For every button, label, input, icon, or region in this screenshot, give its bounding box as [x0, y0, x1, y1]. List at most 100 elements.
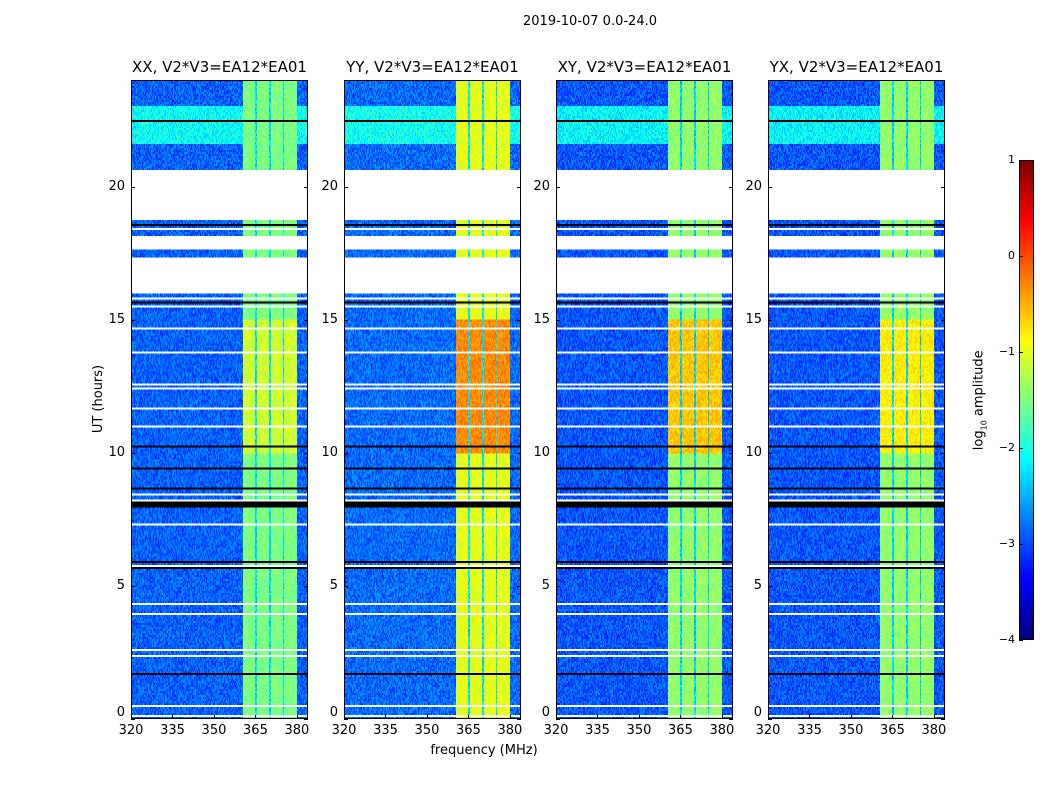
y-tick: [304, 452, 308, 454]
x-tick: [426, 715, 428, 719]
colorbar-tick-label: −3: [998, 537, 1015, 550]
x-tick: [172, 715, 174, 719]
colorbar-tick-label: −1: [998, 345, 1015, 358]
y-tick: [556, 319, 560, 321]
waterfall-heatmap: [556, 80, 733, 719]
y-tick-label: 0: [541, 705, 550, 720]
y-tick-label: 10: [745, 444, 762, 460]
y-tick: [517, 186, 521, 188]
x-tick-label: 335: [373, 723, 398, 738]
x-tick: [296, 715, 298, 719]
x-tick-label: 380: [709, 723, 735, 738]
y-tick: [344, 319, 348, 321]
y-tick: [131, 319, 135, 321]
x-axis-label: frequency (MHz): [430, 743, 538, 758]
x-tick: [509, 715, 511, 719]
colorbar-label: log10 amplitude: [971, 350, 989, 451]
panel-1: YY, V2*V3=EA12*EA01: [344, 58, 521, 719]
panel-title: YX, V2*V3=EA12*EA01: [769, 58, 944, 76]
y-tick-label: 15: [533, 311, 550, 327]
y-tick-label: 5: [329, 577, 338, 593]
y-tick: [768, 452, 772, 454]
y-axis-label: UT (hours): [91, 364, 106, 434]
colorbar-tick-label: −4: [998, 633, 1015, 646]
colorbar: [1019, 160, 1034, 640]
y-tick: [304, 186, 308, 188]
y-tick: [941, 719, 945, 720]
y-tick-label: 15: [745, 311, 762, 327]
x-tick-label: 335: [160, 723, 185, 738]
colorbar-tick: [1019, 544, 1023, 545]
y-tick: [729, 719, 733, 720]
y-tick-label: 20: [108, 178, 125, 194]
colorbar-tick-label: 0: [1008, 249, 1015, 262]
figure-title: 2019-10-07 0.0-24.0: [523, 14, 657, 29]
x-tick: [468, 715, 470, 719]
y-tick-label: 10: [321, 444, 338, 460]
y-tick: [304, 719, 308, 720]
x-tick-label: 365: [668, 723, 693, 738]
x-tick: [768, 715, 769, 719]
x-tick: [933, 715, 935, 719]
y-tick-label: 0: [116, 705, 125, 720]
panel-0: XX, V2*V3=EA12*EA01: [131, 58, 308, 719]
x-tick: [556, 715, 557, 719]
x-tick-label: 350: [414, 723, 440, 738]
colorbar-tick-label: −2: [998, 441, 1015, 454]
x-tick: [385, 715, 387, 719]
y-tick: [131, 585, 135, 587]
y-tick-label: 5: [116, 577, 125, 593]
y-tick: [344, 186, 348, 188]
x-tick: [131, 715, 132, 719]
waterfall-heatmap: [131, 80, 308, 719]
x-tick-label: 335: [585, 723, 610, 738]
y-tick: [517, 719, 521, 720]
y-tick: [517, 452, 521, 454]
x-tick: [721, 715, 723, 719]
y-tick-label: 10: [533, 444, 550, 460]
y-tick: [304, 585, 308, 587]
x-tick-label: 380: [921, 723, 947, 738]
x-tick-label: 380: [497, 723, 523, 738]
y-tick: [131, 452, 135, 454]
y-tick-label: 20: [745, 178, 762, 194]
x-tick: [213, 715, 215, 719]
y-tick: [517, 319, 521, 321]
y-tick: [556, 186, 560, 188]
x-tick: [809, 715, 811, 719]
y-tick-label: 20: [533, 178, 550, 194]
y-tick: [729, 186, 733, 188]
y-tick: [344, 452, 348, 454]
x-tick-label: 320: [118, 723, 144, 738]
x-tick: [638, 715, 640, 719]
colorbar-tick-label: 1: [1008, 153, 1015, 166]
y-tick: [556, 585, 560, 587]
panel-title: YY, V2*V3=EA12*EA01: [346, 58, 519, 76]
colorbar-tick: [1019, 352, 1023, 353]
panel-title: XY, V2*V3=EA12*EA01: [557, 58, 732, 76]
waterfall-heatmap: [768, 80, 945, 719]
x-tick-label: 320: [755, 723, 781, 738]
waterfall-heatmap: [344, 80, 521, 719]
colorbar-tick: [1019, 256, 1023, 257]
y-tick: [556, 452, 560, 454]
x-tick: [255, 715, 257, 719]
y-tick: [517, 585, 521, 587]
colorbar-tick: [1019, 448, 1023, 449]
y-tick: [941, 452, 945, 454]
y-tick: [131, 186, 135, 188]
y-tick-label: 5: [753, 577, 762, 593]
y-tick: [729, 452, 733, 454]
x-tick-label: 320: [331, 723, 357, 738]
x-tick-label: 365: [880, 723, 905, 738]
y-tick-label: 5: [541, 577, 550, 593]
y-tick: [729, 585, 733, 587]
x-tick-label: 365: [243, 723, 268, 738]
x-tick: [850, 715, 852, 719]
y-tick: [344, 719, 348, 720]
panel-2: XY, V2*V3=EA12*EA01: [556, 58, 733, 719]
y-tick-label: 15: [321, 311, 338, 327]
y-tick: [768, 585, 772, 587]
x-tick: [344, 715, 345, 719]
